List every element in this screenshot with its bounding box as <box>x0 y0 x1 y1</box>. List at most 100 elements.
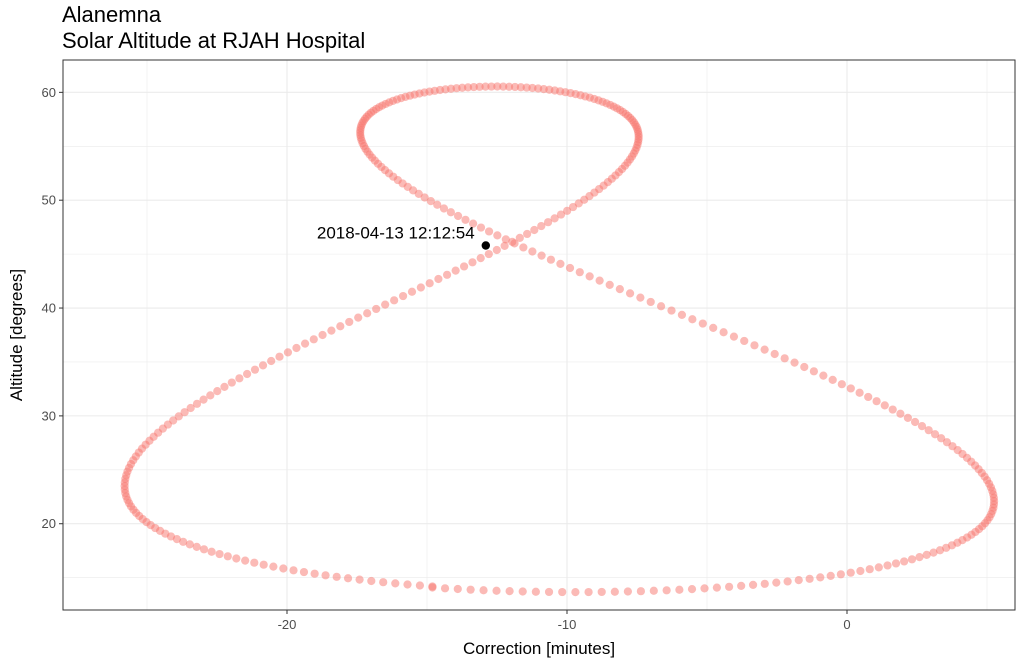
analemma-point <box>770 349 779 359</box>
analemma-point <box>584 587 593 597</box>
analemma-point <box>688 315 697 324</box>
analemma-point <box>649 586 658 595</box>
analemma-point <box>332 572 341 581</box>
analemma-point <box>700 584 709 593</box>
y-tick-label: 60 <box>42 85 56 100</box>
analemma-point <box>809 367 819 376</box>
analemma-point <box>476 223 486 232</box>
analemma-point <box>484 227 494 236</box>
analemma-point <box>709 323 718 332</box>
analemma-point <box>501 235 510 244</box>
analemma-point <box>484 249 493 259</box>
analemma-point <box>289 566 298 575</box>
analemma-point <box>794 576 803 585</box>
analemma-point <box>336 322 345 331</box>
analemma-point <box>558 587 567 597</box>
highlight-label: 2018-04-13 12:12:54 <box>317 223 475 242</box>
analemma-point <box>250 365 260 374</box>
analemma-point <box>855 388 864 397</box>
analemma-point <box>345 317 354 327</box>
analemma-point <box>407 287 417 296</box>
analemma-point <box>199 545 209 554</box>
analemma-point <box>440 584 450 593</box>
analemma-point <box>250 558 259 567</box>
analemma-point <box>493 231 502 240</box>
analemma-point <box>515 233 524 242</box>
analemma-point <box>310 569 319 578</box>
analemma-point <box>544 587 554 597</box>
analemma-point <box>864 392 873 402</box>
analemma-point <box>615 285 624 294</box>
analemma-point <box>519 243 528 252</box>
analemma-point <box>215 549 224 559</box>
analemma-point <box>492 245 501 255</box>
analemma-point <box>220 382 229 391</box>
analemma-point <box>207 547 216 556</box>
analemma-point <box>372 304 381 314</box>
analemma-point <box>565 263 575 273</box>
analemma-point <box>872 397 881 406</box>
analemma-point <box>805 574 814 583</box>
analemma-point <box>698 319 707 328</box>
analemma-point <box>469 219 478 228</box>
analemma-point <box>213 387 222 396</box>
analemma-point <box>915 553 924 562</box>
analemma-point <box>275 352 284 361</box>
analemma-point <box>398 291 408 301</box>
analemma-point <box>729 332 739 341</box>
analemma-point <box>675 585 684 594</box>
analemma-point <box>321 571 330 580</box>
analemma-point <box>896 409 905 418</box>
x-tick-label: 0 <box>843 617 850 632</box>
analemma-point <box>487 82 496 91</box>
analemma-point <box>355 575 364 584</box>
analemma-point <box>550 214 559 223</box>
analemma-point <box>475 82 484 91</box>
x-axis-title: Correction [minutes] <box>463 639 615 658</box>
analemma-point <box>279 564 288 573</box>
analemma-point <box>790 358 799 367</box>
analemma-point <box>510 82 520 92</box>
y-tick-label: 20 <box>42 516 56 531</box>
analemma-point <box>243 369 252 379</box>
analemma-point <box>924 426 933 435</box>
analemma-point <box>391 579 400 588</box>
analemma-point <box>505 587 514 596</box>
analemma-point <box>537 221 546 231</box>
analemma-point <box>677 310 687 319</box>
analemma-point <box>481 82 490 91</box>
analemma-point <box>922 550 931 560</box>
analemma-point <box>780 354 789 363</box>
analemma-point <box>760 579 769 588</box>
analemma-point <box>667 306 676 315</box>
analemma-point <box>783 577 792 586</box>
analemma-point <box>750 341 759 350</box>
analemma-point <box>942 543 951 552</box>
analemma-point <box>935 546 945 555</box>
analemma-point <box>468 258 477 267</box>
analemma-point <box>597 587 606 597</box>
analemma-point <box>500 241 509 251</box>
analemma-point <box>206 391 215 400</box>
analemma-point <box>518 587 527 596</box>
analemma-point <box>199 395 208 404</box>
highlight-point <box>481 241 490 250</box>
analemma-point <box>737 581 746 590</box>
analemma-point <box>800 362 809 372</box>
analemma-point <box>180 408 189 417</box>
analemma-point <box>725 582 734 591</box>
analemma-point <box>510 239 519 248</box>
analemma-point <box>636 587 645 596</box>
analemma-point <box>241 556 250 565</box>
analemma-point <box>646 297 655 307</box>
data-points <box>120 82 999 597</box>
analemma-point <box>929 548 938 557</box>
analemma-point <box>880 401 889 410</box>
analemma-point <box>433 200 442 209</box>
analemma-point <box>466 585 475 594</box>
analemma-point <box>403 580 412 589</box>
analemma-point <box>888 405 897 414</box>
analemma-point <box>523 229 532 239</box>
analemma-point <box>907 555 917 564</box>
